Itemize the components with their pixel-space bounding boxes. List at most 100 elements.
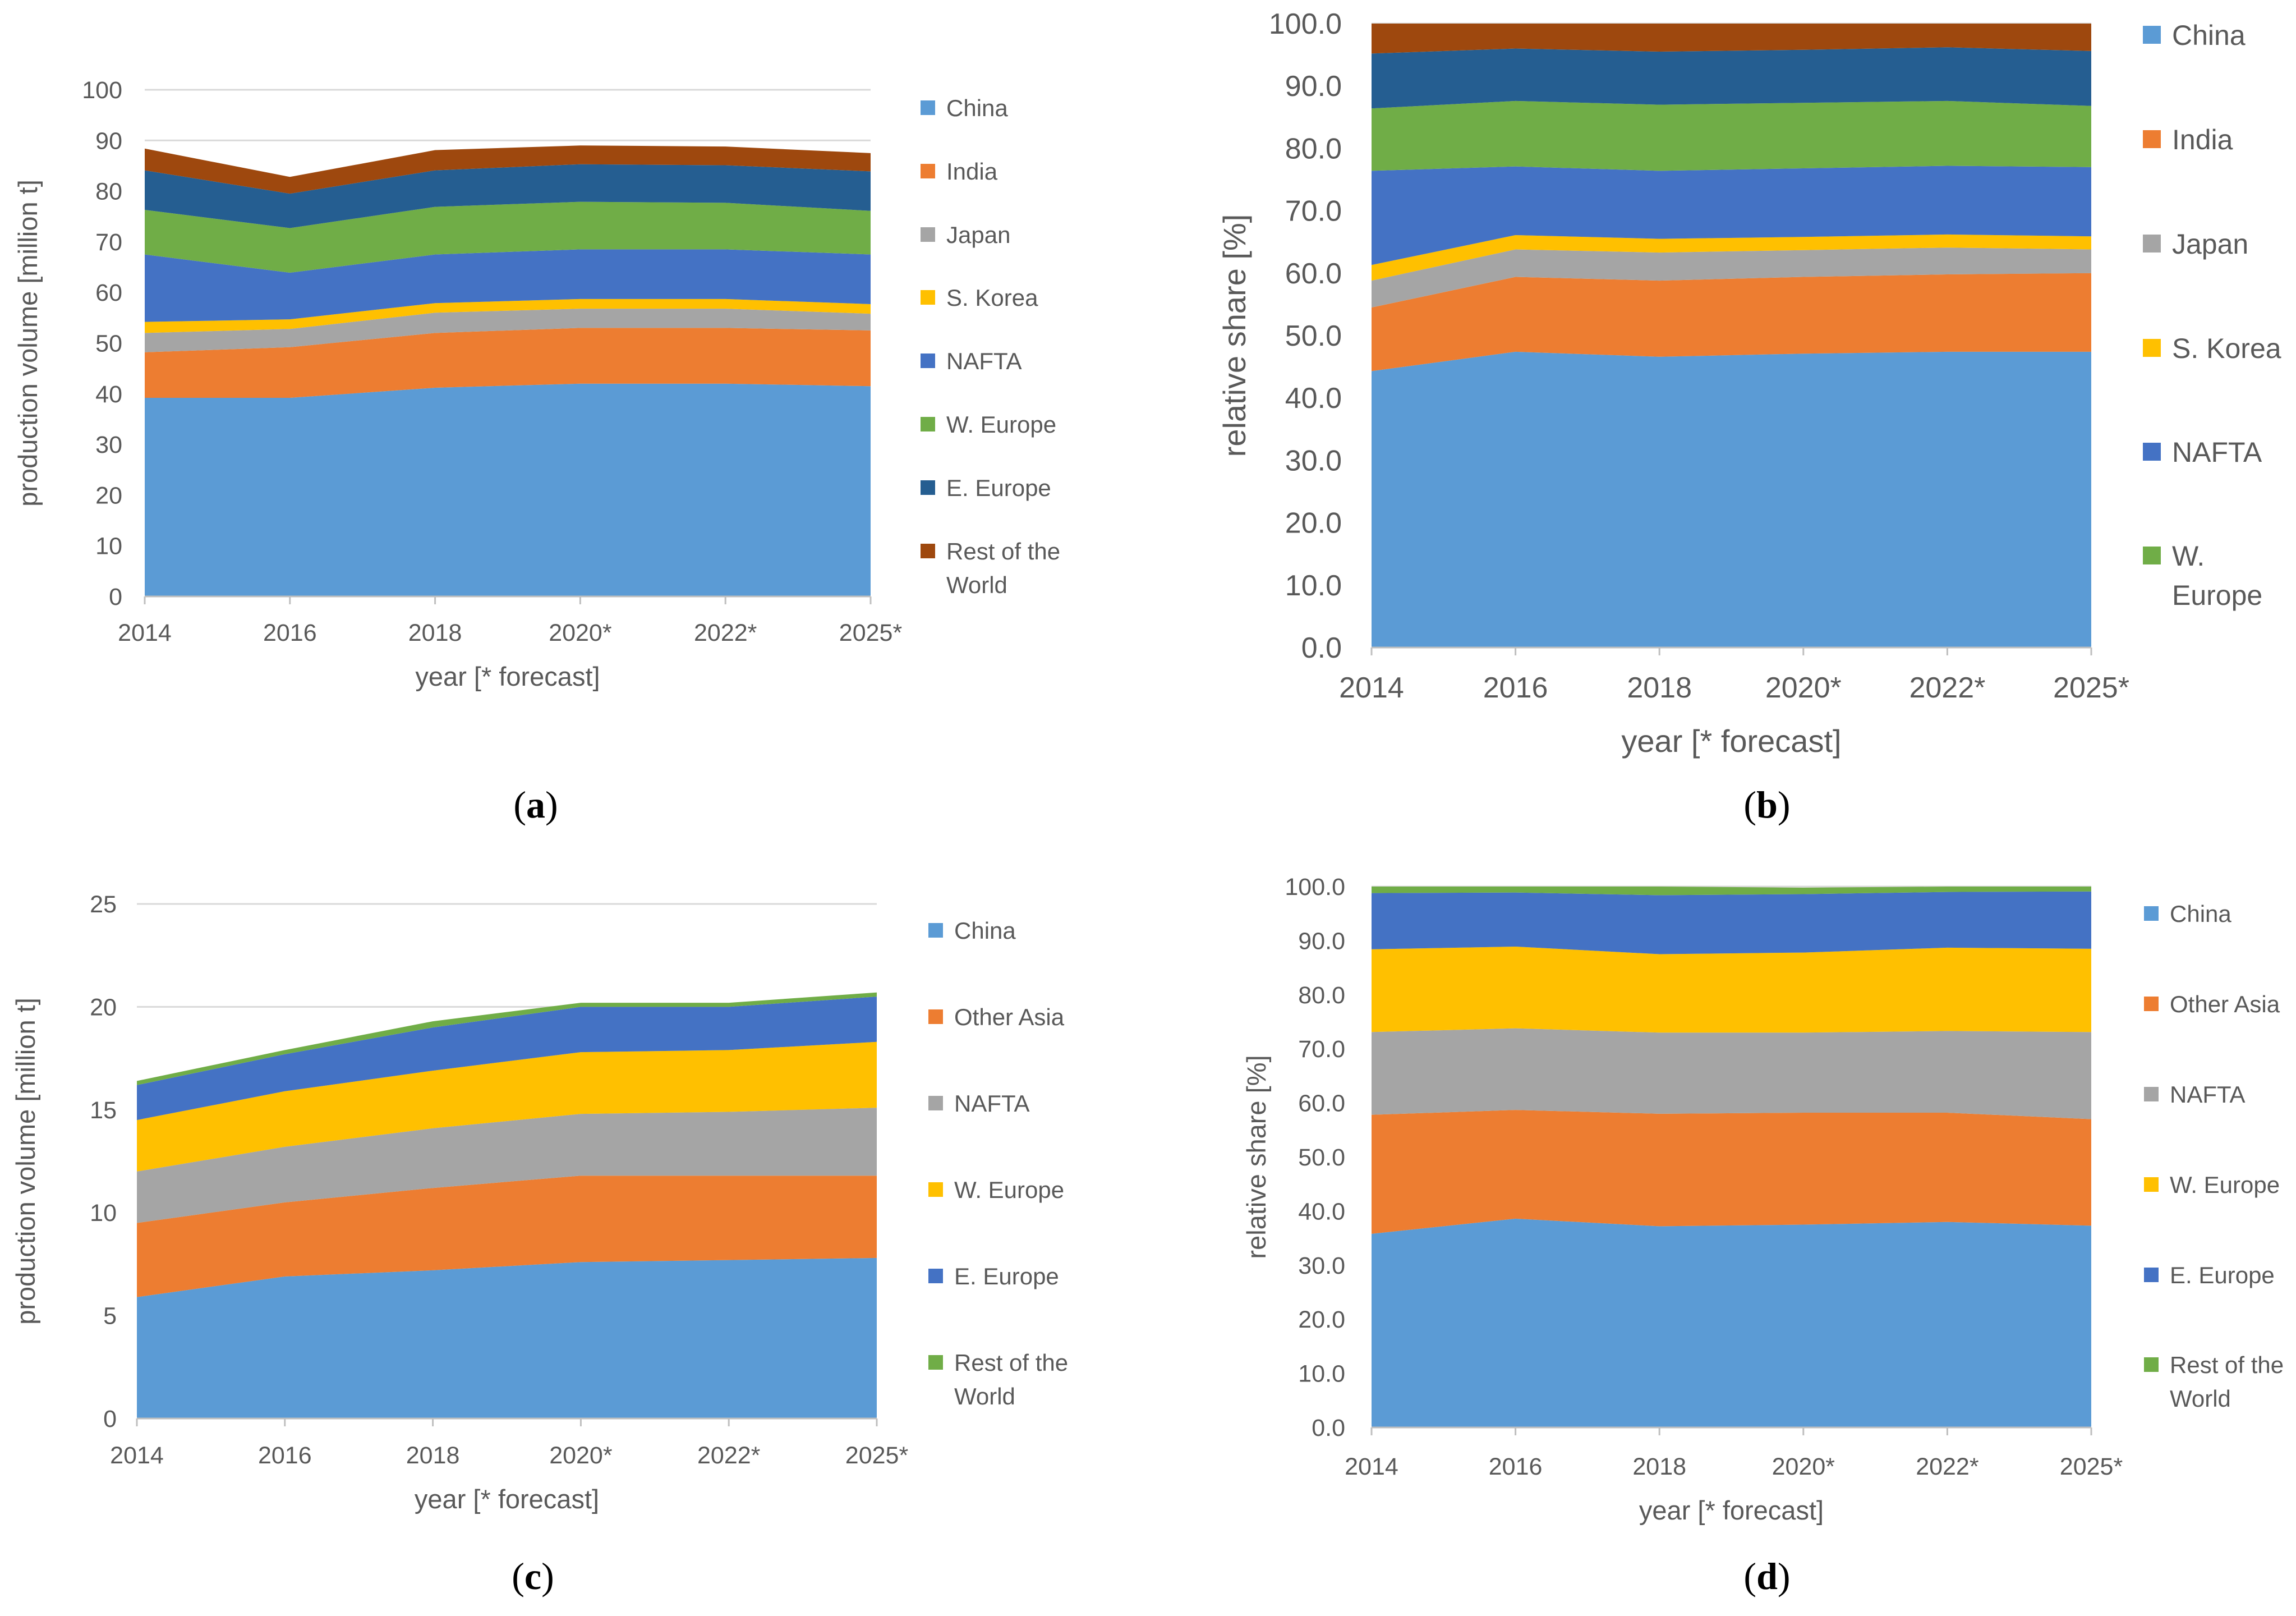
y-tick-label: 60.0 <box>1285 258 1342 290</box>
legend-label: Japan <box>2172 228 2248 260</box>
y-tick-label: 60.0 <box>1298 1090 1345 1117</box>
legend-label: S. Korea <box>2172 333 2281 364</box>
legend-label: China <box>946 95 1008 121</box>
legend-label: S. Korea <box>946 284 1038 311</box>
y-tick-label: 80.0 <box>1285 132 1342 165</box>
y-tick-label: 40.0 <box>1285 382 1342 415</box>
y-tick-label: 80.0 <box>1298 982 1345 1009</box>
y-tick-label: 0.0 <box>1312 1415 1345 1441</box>
legend-label: E. Europe <box>946 475 1051 501</box>
y-tick-label: 20 <box>95 482 122 509</box>
y-tick-label: 100 <box>82 77 122 104</box>
x-tick-label: 2016 <box>1483 672 1548 704</box>
x-tick-label: 2022* <box>1916 1453 1979 1480</box>
chart-panel-a: 0 10 20 30 40 50 60 70 80 90 100 2014 2016 2018 2020* 2… <box>13 77 1060 826</box>
y-tick-label: 60 <box>95 279 122 306</box>
y-tick-label: 100.0 <box>1269 8 1342 40</box>
legend-label: NAFTA <box>2172 437 2262 468</box>
x-tick-label: 2016 <box>258 1442 312 1469</box>
y-tick-label: 90 <box>95 127 122 154</box>
legend-label: India <box>2172 124 2233 155</box>
chart-panel-b: 0.0 10.0 20.0 30.0 40.0 50.0 60.0 70.0 80.0 90.0 1… <box>1217 8 2281 826</box>
legend-label: World <box>946 572 1007 598</box>
y-axis-title: production volume [million t] <box>11 998 40 1325</box>
chart-panel-c: 0 5 10 15 20 25 2014 2016 2018 2020* 2022* 2025* yea… <box>11 891 1068 1597</box>
y-tick-label: 40 <box>95 381 122 408</box>
legend-swatch <box>928 1269 943 1283</box>
y-tick-label: 70 <box>95 229 122 256</box>
area-w-europe <box>137 1041 877 1172</box>
x-tick-label: 2014 <box>1345 1453 1398 1480</box>
legend-swatch <box>928 923 943 938</box>
x-tick-label: 2025* <box>2053 672 2129 704</box>
panel-label: (d) <box>1743 1555 1790 1597</box>
area-nafta <box>145 249 871 322</box>
legend-swatch <box>2144 1357 2159 1372</box>
y-axis-title: relative share [%] <box>1241 1055 1271 1259</box>
y-tick-label: 10.0 <box>1285 570 1342 602</box>
area-s-korea <box>1372 234 2091 281</box>
x-tick-label: 2020* <box>1765 672 1842 704</box>
x-axis-title: year [* forecast] <box>415 1484 599 1514</box>
x-tick-label: 2025* <box>839 619 903 646</box>
y-tick-label: 70.0 <box>1298 1036 1345 1063</box>
area-w-europe <box>1372 100 2091 171</box>
legend-swatch <box>2144 997 2159 1011</box>
x-axis-title: year [* forecast] <box>1639 1495 1824 1525</box>
legend-label: W. <box>2172 540 2205 572</box>
legend-swatch <box>921 480 935 495</box>
legend-swatch <box>2143 443 2161 461</box>
area-w-europe <box>145 201 871 273</box>
y-tick-label: 40.0 <box>1298 1198 1345 1225</box>
area-e-europe <box>1372 891 2091 954</box>
y-tick-label: 10 <box>90 1200 117 1227</box>
legend-swatch <box>921 100 935 115</box>
legend-label: China <box>2170 901 2231 927</box>
y-axis-title: relative share [%] <box>1217 214 1252 457</box>
y-tick-label: 30 <box>95 431 122 458</box>
legend-label: World <box>954 1383 1015 1410</box>
legend-label: W. Europe <box>2170 1172 2280 1198</box>
area-india <box>145 328 871 398</box>
y-axis-title: production volume [million t] <box>13 180 43 507</box>
area-rest-of-the-world <box>145 145 871 194</box>
legend-swatch <box>2143 547 2161 564</box>
panel-label: (b) <box>1743 783 1790 826</box>
legend-swatch <box>928 1182 943 1197</box>
legend-swatch <box>921 544 935 558</box>
area-rest-of-the-world <box>1372 24 2091 54</box>
legend-swatch <box>2144 906 2159 921</box>
x-tick-label: 2018 <box>1627 672 1692 704</box>
area-s-korea <box>145 299 871 333</box>
y-tick-label: 0 <box>109 584 122 610</box>
y-tick-label: 50 <box>95 330 122 357</box>
x-tick-label: 2018 <box>1632 1453 1686 1480</box>
area-other-asia <box>1372 1110 2091 1234</box>
x-tick-label: 2016 <box>1489 1453 1543 1480</box>
legend-label: W. Europe <box>946 411 1056 438</box>
x-tick-label: 2018 <box>408 619 462 646</box>
x-tick-label: 2016 <box>263 619 317 646</box>
legend-swatch <box>921 417 935 431</box>
legend-swatch <box>921 227 935 242</box>
legend-label: World <box>2170 1385 2231 1412</box>
legend: China Other Asia NAFTA W. Europe E. Europe Re… <box>2144 901 2284 1412</box>
legend: China Other Asia NAFTA W. Europe E. Europe Re… <box>928 917 1068 1410</box>
legend-label: China <box>2172 20 2246 51</box>
legend-label: Rest of the <box>954 1349 1068 1376</box>
y-tick-label: 20 <box>90 994 117 1021</box>
legend-swatch <box>921 164 935 178</box>
chart-panel-d: 0.0 10.0 20.0 30.0 40.0 50.0 60.0 70.0 80.0 90.0 1… <box>1241 874 2284 1597</box>
legend-swatch <box>2143 130 2161 148</box>
area-other-asia <box>137 1176 877 1297</box>
legend-label: E. Europe <box>2170 1262 2275 1288</box>
area-china <box>1372 1218 2091 1427</box>
area-e-europe <box>137 997 877 1121</box>
panel-label: (a) <box>513 783 558 826</box>
legend-label: Rest of the <box>946 538 1060 564</box>
y-tick-label: 30.0 <box>1298 1252 1345 1279</box>
y-tick-label: 90.0 <box>1298 928 1345 954</box>
x-tick-label: 2022* <box>694 619 757 646</box>
legend-swatch <box>2143 26 2161 44</box>
